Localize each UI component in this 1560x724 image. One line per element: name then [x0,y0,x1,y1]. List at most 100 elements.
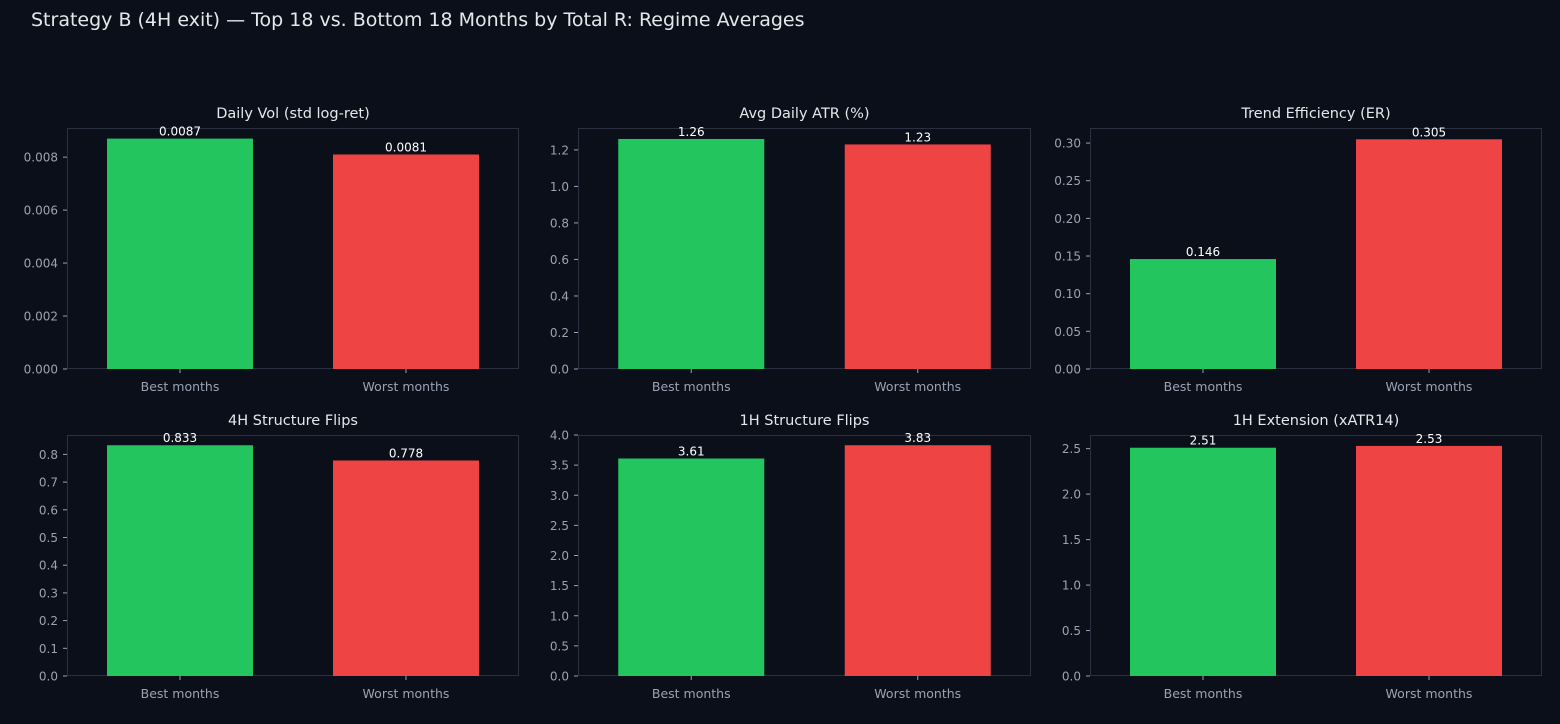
plot-frame [578,128,1031,369]
y-tick-label: 1.5 [550,579,569,593]
y-tick-label: 0.0 [39,670,58,684]
y-tick-label: 0.008 [24,151,58,165]
y-tick-label: 0.20 [1054,212,1081,226]
bar-value-label: 0.778 [389,446,423,460]
y-tick-label: 0.1 [39,642,58,656]
chart-title: 4H Structure Flips [228,413,358,429]
bar-value-label: 0.146 [1186,245,1220,259]
chart-title: Daily Vol (std log-ret) [216,106,370,122]
y-tick-label: 0.0 [550,363,569,377]
y-tick-label: 0.10 [1054,287,1081,301]
y-tick-label: 2.5 [550,519,569,533]
y-tick-label: 3.5 [550,459,569,473]
bar-value-label: 1.26 [678,125,705,139]
y-tick-label: 0.5 [39,531,58,545]
chart-title: Trend Efficiency (ER) [1240,106,1390,122]
chart-panel-3: Trend Efficiency (ER) 0.00 0.05 0.10 0.15 0.2… [1054,106,1542,394]
bar-worst-months [1356,445,1502,676]
y-tick-label: 0.6 [39,503,58,517]
y-tick-label: 1.2 [550,143,569,157]
bar-value-label: 0.0081 [385,140,427,154]
y-tick-label: 0.8 [39,448,58,462]
chart-panel-2: Avg Daily ATR (%) 0.0 0.2 0.4 0.6 0.8 1.0 1.2 1.… [550,106,1031,394]
chart-panel-4: 4H Structure Flips 0.0 0.1 0.2 0.3 0.4 0.5 0.6 0… [39,413,519,701]
y-tick-label: 0.00 [1054,363,1081,377]
bar-worst-months [333,154,479,369]
bar-best-months [618,138,765,369]
y-tick-label: 0.5 [1062,624,1081,638]
y-tick-label: 0.3 [39,586,58,600]
y-tick-label: 3.0 [550,489,569,503]
bar-best-months [107,138,253,369]
chart-title: 1H Structure Flips [740,413,870,429]
chart-panel-6: 1H Extension (xATR14) 0.0 0.5 1.0 1.5 2.0 2.5 2… [1062,413,1542,701]
y-tick-label: 2.0 [1062,488,1081,502]
x-tick-label: Worst months [363,686,450,701]
y-tick-label: 0.6 [550,253,569,267]
y-tick-label: 0.4 [550,289,569,303]
x-tick-label: Best months [1164,686,1243,701]
bar-best-months [107,445,253,676]
plot-frame [67,435,519,676]
bar-worst-months [844,144,991,369]
x-tick-label: Best months [141,686,220,701]
y-tick-label: 1.5 [1062,533,1081,547]
x-tick-label: Best months [1164,379,1243,394]
bar-worst-months [1356,139,1502,369]
bar-value-label: 0.0087 [159,125,201,139]
bar-value-label: 2.53 [1416,432,1443,446]
y-tick-label: 0.2 [550,326,569,340]
y-tick-label: 2.5 [1062,442,1081,456]
y-tick-label: 0.05 [1054,325,1081,339]
bar-value-label: 3.61 [678,444,705,458]
chart-title: 1H Extension (xATR14) [1233,413,1400,429]
chart-title: Avg Daily ATR (%) [739,106,869,122]
bar-best-months [618,458,765,676]
bar-value-label: 3.83 [904,431,931,445]
chart-panel-5: 1H Structure Flips 0.0 0.5 1.0 1.5 2.0 2.5 3.0 3… [550,413,1031,701]
x-tick-label: Best months [652,379,731,394]
plot-frame [1090,128,1542,369]
y-tick-label: 1.0 [550,609,569,623]
plot-frame [1090,435,1542,676]
plot-frame [67,128,519,369]
y-tick-label: 2.0 [550,549,569,563]
bar-value-label: 2.51 [1190,434,1217,448]
y-tick-label: 0.002 [24,310,58,324]
x-tick-label: Best months [141,379,220,394]
bar-value-label: 0.305 [1412,125,1446,139]
y-tick-label: 0.006 [24,204,58,218]
chart-panel-1: Daily Vol (std log-ret) 0.000 0.002 0.004 0.… [24,106,519,394]
y-tick-label: 0.000 [24,363,58,377]
x-tick-label: Best months [652,686,731,701]
y-tick-label: 0.25 [1054,174,1081,188]
figure-title: Strategy B (4H exit) — Top 18 vs. Bottom… [31,9,805,31]
y-tick-label: 1.0 [550,180,569,194]
y-tick-label: 0.8 [550,216,569,230]
x-tick-label: Worst months [874,686,961,701]
bar-best-months [1130,447,1276,676]
y-tick-label: 0.7 [39,476,58,490]
y-tick-label: 0.0 [550,670,569,684]
y-tick-label: 0.4 [39,559,58,573]
y-tick-label: 0.2 [39,614,58,628]
bar-value-label: 1.23 [904,130,931,144]
y-tick-label: 0.15 [1054,250,1081,264]
y-tick-label: 0.30 [1054,137,1081,151]
y-tick-label: 0.0 [1062,670,1081,684]
bar-best-months [1130,259,1276,369]
x-tick-label: Worst months [363,379,450,394]
plot-frame [578,435,1031,676]
bar-worst-months [844,445,991,676]
x-tick-label: Worst months [874,379,961,394]
bar-worst-months [333,460,479,676]
x-tick-label: Worst months [1386,686,1473,701]
y-tick-label: 1.0 [1062,579,1081,593]
y-tick-label: 4.0 [550,429,569,443]
y-tick-label: 0.5 [550,639,569,653]
x-tick-label: Worst months [1386,379,1473,394]
y-tick-label: 0.004 [24,257,58,271]
bar-value-label: 0.833 [163,431,197,445]
